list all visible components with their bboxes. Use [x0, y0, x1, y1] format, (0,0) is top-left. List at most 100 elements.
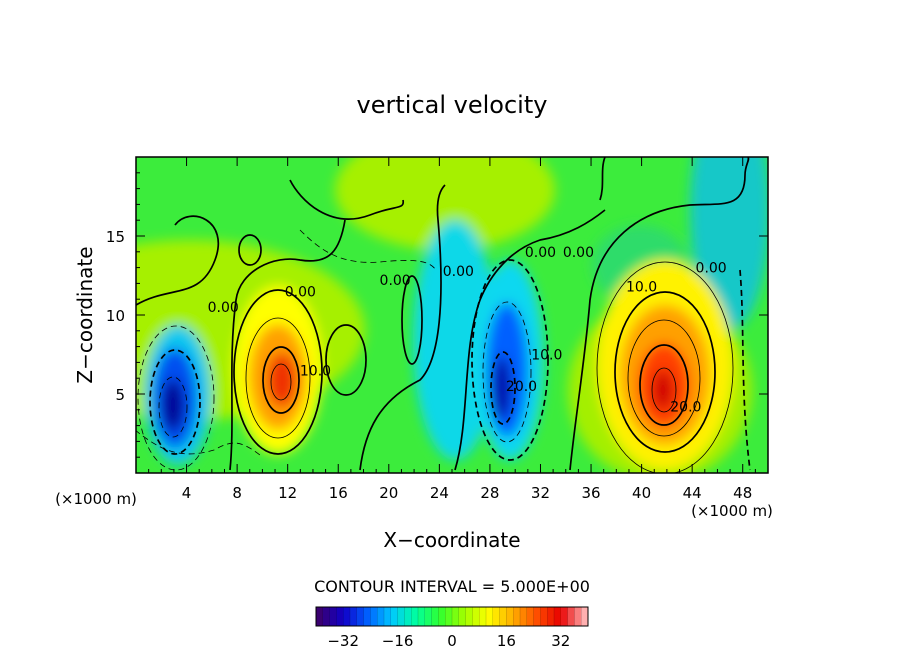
colorbar-segment	[350, 607, 358, 626]
x-tick-label: 32	[531, 484, 550, 502]
velocity-blob	[413, 220, 497, 460]
contour-line	[136, 430, 261, 456]
x-tick-label: 28	[480, 484, 499, 502]
colorbar-segment	[329, 607, 337, 626]
contour-line	[490, 351, 516, 425]
y-axis-label: Z−coordinate	[73, 246, 97, 383]
contour-line	[401, 275, 423, 365]
colorbar-segment	[397, 607, 405, 626]
colorbar-segment	[540, 607, 548, 626]
contour-line	[627, 319, 701, 437]
colorbar-frame	[315, 606, 589, 627]
contour-line	[739, 269, 751, 471]
x-tick-label: 40	[632, 484, 651, 502]
velocity-blob	[335, 157, 555, 250]
x-tick-label: 24	[430, 484, 449, 502]
colorbar-segment	[479, 607, 487, 626]
contour-line	[238, 234, 262, 266]
y-axis: 5 10 15	[106, 172, 768, 458]
x-axis: 4 8 12 16 20 24 28 32 36 40 44 48	[148, 157, 756, 502]
velocity-blob	[493, 356, 511, 420]
contour-line	[289, 179, 405, 220]
contour-line	[482, 301, 532, 443]
contour-label: 10.0	[300, 363, 331, 379]
colorbar-segment	[506, 607, 514, 626]
contour-interval-text: CONTOUR INTERVAL = 5.000E+00	[314, 577, 590, 596]
colorbar-segment	[458, 607, 467, 626]
colorbar-segment	[574, 607, 582, 626]
colorbar-segment	[547, 607, 555, 626]
colorbar-segment	[370, 607, 378, 626]
x-tick-label: 16	[329, 484, 348, 502]
colorbar	[315, 606, 589, 627]
velocity-blob	[653, 370, 673, 410]
colorbar-segment	[438, 607, 446, 626]
contour-lines	[136, 157, 751, 473]
contour-line	[137, 325, 215, 471]
y-tick-label: 5	[115, 386, 125, 404]
colorbar-segment	[431, 607, 439, 626]
contour-label: 10.0	[531, 348, 562, 364]
colorbar-segment	[404, 607, 412, 626]
contour-line	[325, 324, 367, 396]
contour-line	[599, 157, 606, 201]
colorbar-segment	[499, 607, 507, 626]
colorbar-segment	[452, 607, 460, 626]
velocity-blob	[267, 353, 297, 407]
colorbar-ticks: −32 −16 0 16 32	[327, 632, 570, 650]
colorbar-segment	[526, 607, 535, 626]
colorbar-segment	[384, 607, 392, 626]
contour-label: 20.0	[670, 400, 701, 416]
colorbar-segment	[520, 607, 528, 626]
colorbar-segment	[356, 607, 365, 626]
colorbar-segment	[465, 607, 473, 626]
colorbar-tick-label: −32	[327, 632, 359, 650]
colorbar-segment	[411, 607, 419, 626]
x-unit-label-right: (×1000 m)	[691, 502, 773, 520]
colorbar-segment	[377, 607, 385, 626]
contour-line	[270, 363, 292, 401]
contour-line	[229, 219, 346, 471]
velocity-blob	[162, 379, 184, 431]
contour-label: 0.00	[696, 261, 727, 277]
colorbar-segment	[581, 607, 589, 626]
x-tick-label: 44	[683, 484, 702, 502]
contour-label: 0.00	[563, 245, 594, 261]
velocity-blob	[0, 0, 123, 238]
contour-label: 20.0	[506, 379, 537, 395]
colorbar-segment	[513, 607, 521, 626]
colorbar-segment	[363, 607, 371, 626]
colorbar-segment	[418, 607, 426, 626]
x-tick-label: 20	[379, 484, 398, 502]
contour-line	[569, 157, 750, 471]
contour-line	[359, 184, 446, 471]
x-tick-label: 8	[232, 484, 242, 502]
colorbar-tick-label: 16	[497, 632, 516, 650]
colorbar-segment	[316, 607, 324, 626]
contour-label-group: 0.00 0.00 0.00 0.00 0.00 0.00 0.00 10.0 10.0 10.0…	[208, 245, 727, 416]
colorbar-tick-label: −16	[382, 632, 414, 650]
colorbar-segment	[336, 607, 344, 626]
contour-label: 10.0	[626, 280, 657, 296]
contour-line	[651, 367, 677, 413]
colorbar-segment	[424, 607, 433, 626]
colorbar-segment	[554, 607, 562, 626]
x-unit-label-left: (×1000 m)	[55, 490, 137, 508]
colorbar-segment	[486, 607, 494, 626]
contour-line	[614, 291, 716, 453]
colorbar-tick-label: 0	[447, 632, 457, 650]
contour-line	[639, 344, 689, 426]
colorbar-segment	[560, 607, 569, 626]
x-tick-label: 36	[581, 484, 600, 502]
colorbar-segment	[390, 607, 399, 626]
contour-line	[136, 215, 220, 306]
contour-label: 0.00	[380, 273, 411, 289]
x-tick-label: 4	[182, 484, 192, 502]
colorbar-segment	[445, 607, 453, 626]
contour-line	[245, 317, 311, 439]
x-tick-label: 48	[733, 484, 752, 502]
y-tick-label: 10	[106, 307, 125, 325]
contour-line	[149, 349, 201, 455]
contour-label: 0.00	[525, 245, 556, 261]
